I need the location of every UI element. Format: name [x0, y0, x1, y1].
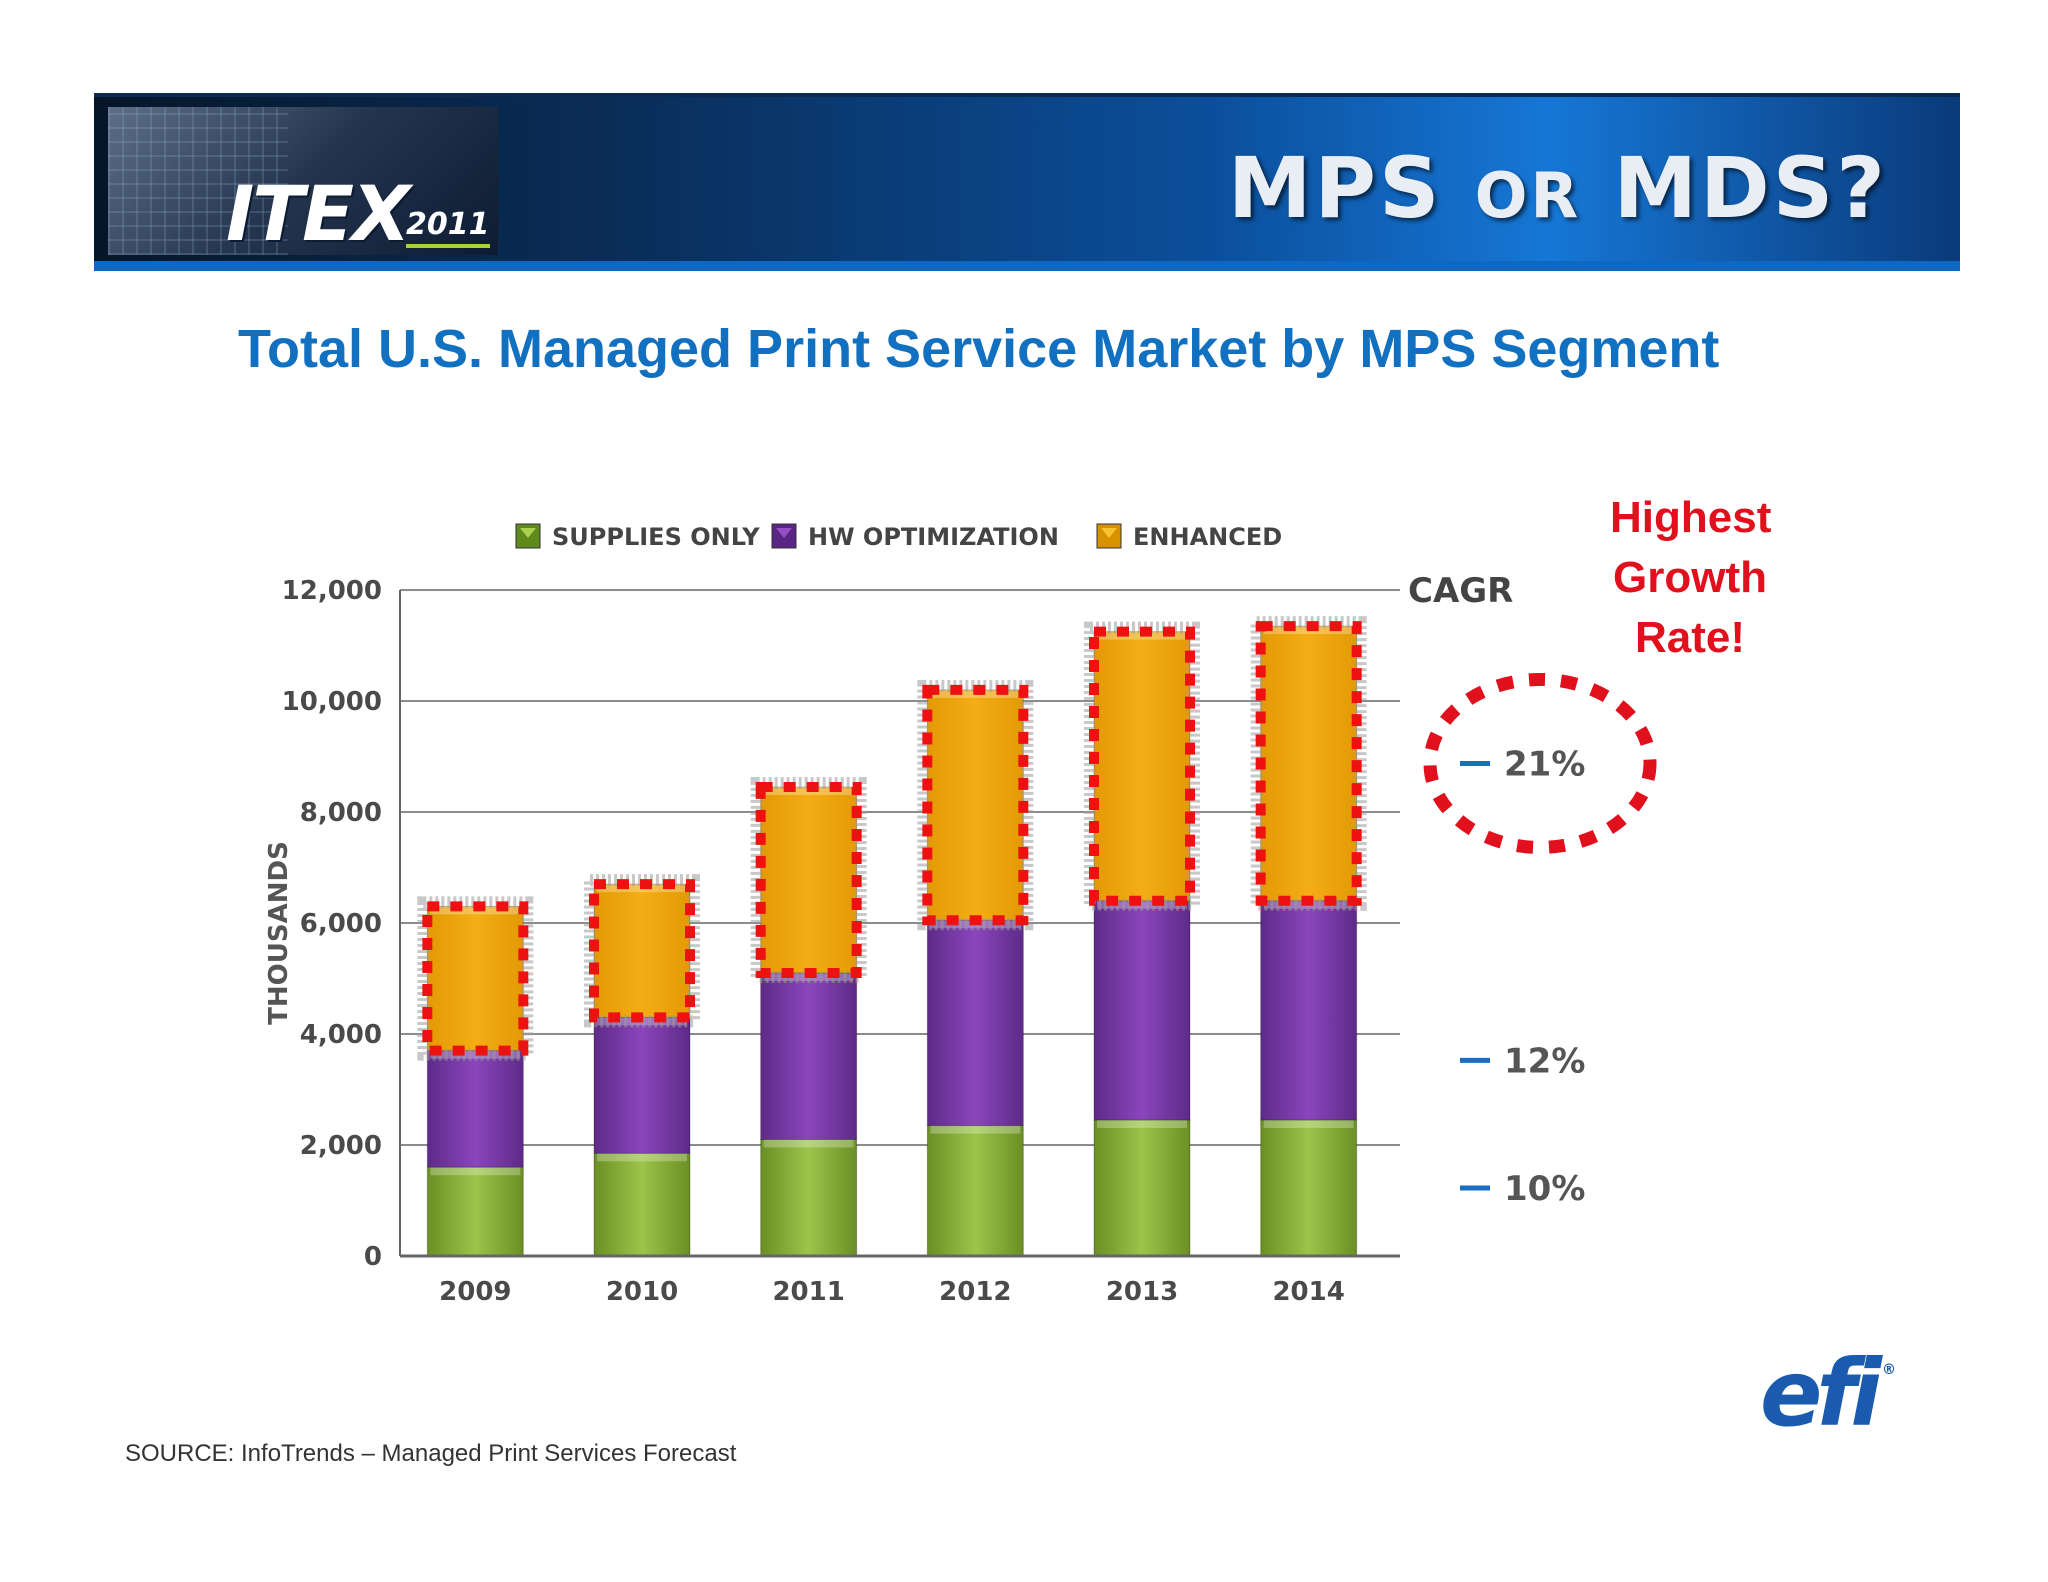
bar-supplies-only — [426, 1166, 524, 1257]
x-tick-label: 2010 — [606, 1277, 678, 1307]
highlight-line: Highest — [1610, 493, 1772, 542]
logo-circuit-pattern — [108, 107, 288, 255]
legend-label: SUPPLIES ONLY — [552, 523, 760, 551]
x-tick-label: 2013 — [1106, 1277, 1178, 1307]
bar-hw-optimization — [760, 972, 858, 1140]
bar-bevel — [763, 1139, 854, 1148]
x-tick-label: 2012 — [939, 1277, 1011, 1307]
y-tick-label: 12,000 — [282, 576, 382, 606]
bar-enhanced — [760, 786, 858, 974]
highlight-dashed-border — [1089, 626, 1195, 906]
legend-label: HW OPTIMIZATION — [808, 523, 1059, 551]
legend-label: ENHANCED — [1133, 523, 1282, 551]
cagr-value: 10% — [1504, 1169, 1585, 1209]
header-title-mds: MDS? — [1613, 139, 1888, 237]
header-title-or: OR — [1474, 159, 1582, 232]
bar-bevel — [1263, 1120, 1354, 1129]
bar-hw-optimization — [926, 919, 1024, 1127]
cagr-value: 21% — [1504, 744, 1585, 784]
slide-title: Total U.S. Managed Print Service Market … — [238, 319, 1720, 379]
bar-supplies-only — [760, 1138, 858, 1257]
bar-supplies-only — [1093, 1119, 1191, 1257]
cagr-annotations: CAGR 21% 12% 10% — [1408, 571, 1657, 1209]
bar-enhanced — [593, 883, 691, 1018]
bar-hw-optimization — [1260, 900, 1358, 1121]
highlight-circle — [1423, 672, 1657, 854]
bar-hw-optimization — [426, 1050, 524, 1168]
chart-axes: 0 2,000 4,000 6,000 8,000 10,000 12,000 THOUSAN… — [264, 576, 1400, 1307]
bar-bevel — [430, 1167, 521, 1176]
y-tick-label: 4,000 — [300, 1020, 382, 1050]
legend-swatch-bevel — [776, 528, 792, 538]
bar-enhanced — [1260, 625, 1358, 902]
y-tick-label: 2,000 — [300, 1131, 382, 1161]
y-tick-label: 8,000 — [300, 798, 382, 828]
y-tick-label: 0 — [364, 1242, 382, 1272]
bar-enhanced — [426, 905, 524, 1052]
bar-bevel — [1097, 1120, 1187, 1129]
itex-logo: ITEX 2011 — [108, 107, 498, 255]
legend-swatch-bevel — [520, 528, 536, 538]
chart-bars — [417, 616, 1367, 1257]
logo-text: ITEX — [226, 169, 411, 255]
logo-year: 2011 — [406, 207, 490, 248]
x-tick-label: 2011 — [772, 1277, 844, 1307]
bar-hw-optimization — [593, 1016, 691, 1154]
bar-supplies-only — [593, 1152, 691, 1257]
bar-supplies-only — [926, 1125, 1024, 1257]
highlight-callout: Highest Growth Rate! — [1610, 488, 1772, 668]
bar-bevel — [930, 1125, 1021, 1134]
highlight-dashed-border — [922, 684, 1029, 926]
cagr-value: 12% — [1504, 1041, 1585, 1081]
header-banner: ITEX 2011 MPS OR MDS? — [94, 93, 1960, 271]
x-tick-label: 2009 — [439, 1277, 511, 1307]
registered-mark: ® — [1881, 1362, 1896, 1378]
efi-logo: efi ® — [1760, 1340, 1896, 1447]
chart-legend: SUPPLIES ONLY HW OPTIMIZATION ENHANCED — [515, 523, 1282, 551]
bar-supplies-only — [1260, 1119, 1358, 1257]
y-tick-label: 6,000 — [300, 909, 382, 939]
header-title-mps: MPS — [1227, 139, 1443, 237]
legend-swatch-bevel — [1101, 528, 1117, 538]
bar-hw-optimization — [1093, 900, 1191, 1121]
source-note: SOURCE: InfoTrends – Managed Print Servi… — [125, 1440, 737, 1467]
y-axis-label: THOUSANDS — [264, 841, 294, 1025]
chart-gridlines — [400, 589, 1400, 1146]
header-title: MPS OR MDS? — [1228, 139, 1888, 237]
highlight-line: Growth — [1613, 553, 1767, 602]
y-tick-label: 10,000 — [282, 687, 382, 717]
bar-bevel — [597, 1153, 687, 1162]
highlight-dashed-border — [1255, 621, 1362, 906]
highlight-dashed-border — [589, 879, 695, 1023]
highlight-dashed-border — [422, 901, 529, 1056]
bar-enhanced — [926, 689, 1024, 921]
cagr-heading: CAGR — [1408, 571, 1513, 611]
highlight-dashed-border — [755, 782, 862, 978]
highlight-line: Rate! — [1634, 613, 1746, 662]
bar-enhanced — [1093, 631, 1191, 902]
x-tick-label: 2014 — [1272, 1277, 1344, 1307]
